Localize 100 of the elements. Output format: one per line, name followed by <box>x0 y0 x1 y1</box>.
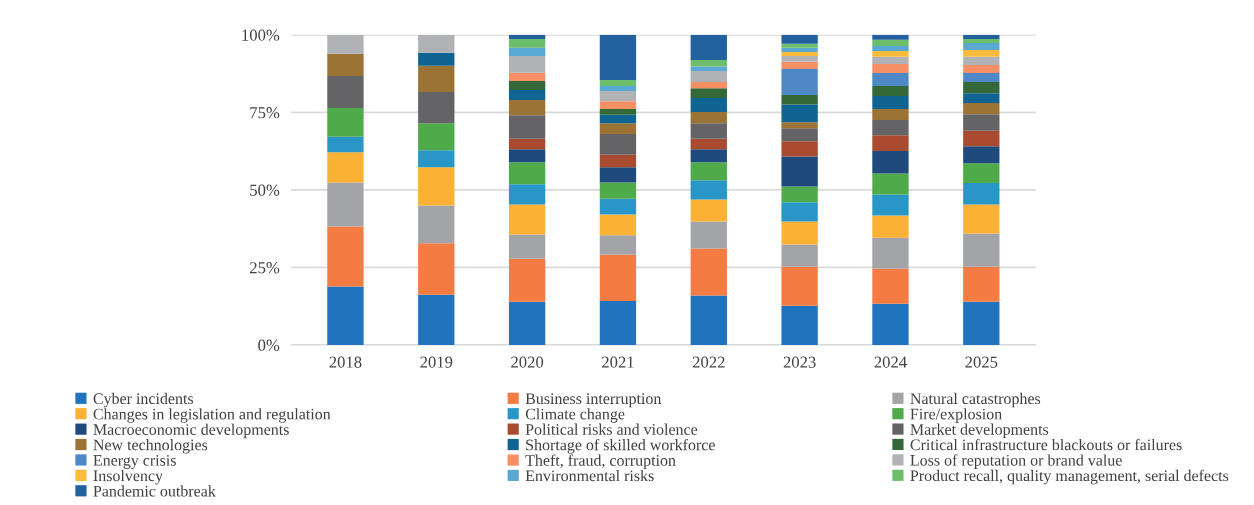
bar <box>781 43 818 48</box>
bar <box>508 90 546 100</box>
bar <box>963 266 1000 302</box>
legend-label: Theft, fraud, corruption <box>525 454 676 470</box>
bar <box>508 47 546 56</box>
bar <box>963 50 1000 57</box>
bar <box>872 72 909 87</box>
legend-label: Fire/explosion <box>910 408 1002 423</box>
bar <box>963 103 1000 115</box>
bar <box>508 34 546 39</box>
bar <box>690 98 727 113</box>
bar <box>872 56 909 64</box>
legend-label: Business interruption <box>525 393 662 408</box>
bar <box>599 182 637 199</box>
bar <box>418 150 455 168</box>
bar <box>418 123 455 151</box>
bar <box>872 303 909 345</box>
bar <box>781 221 818 245</box>
bar <box>508 38 546 48</box>
legend-label: Cyber incidents <box>93 392 194 408</box>
bar <box>508 99 546 116</box>
x-tick-label: 2023 <box>783 356 816 368</box>
bar <box>872 34 909 40</box>
bar <box>418 243 455 295</box>
bar <box>963 34 1000 39</box>
bar <box>599 101 637 109</box>
bar <box>963 183 1000 205</box>
bar <box>690 123 727 139</box>
bar <box>690 221 727 249</box>
bar <box>418 52 455 66</box>
bar <box>872 268 909 304</box>
bar <box>599 114 637 124</box>
x-tick-label: 2022 <box>692 356 725 368</box>
bar <box>599 134 637 155</box>
bar <box>963 64 1000 73</box>
y-tick-label: 0% <box>258 339 280 351</box>
bar <box>418 167 455 206</box>
bar <box>508 258 546 302</box>
bar <box>872 108 909 121</box>
y-tick-label: 25% <box>250 262 280 274</box>
bar <box>327 286 364 345</box>
bar <box>963 56 1000 65</box>
bar <box>963 93 1000 104</box>
bar <box>599 108 637 115</box>
bar <box>690 248 727 296</box>
bar <box>599 80 637 87</box>
legend-label: Shortage of skilled workforce <box>526 438 715 454</box>
legend-label: Loss of reputation or brand value <box>910 454 1122 469</box>
bar <box>781 122 818 129</box>
legend-label: Critical infrastructure blackouts or failures <box>910 438 1182 451</box>
bar <box>508 162 546 185</box>
bar <box>963 233 1000 267</box>
legend-label: Energy crisis <box>93 454 176 469</box>
bar <box>599 254 637 301</box>
x-tick-label: 2021 <box>602 356 634 368</box>
bar <box>690 295 727 345</box>
bar <box>781 141 818 157</box>
bar <box>872 194 909 216</box>
bar <box>327 152 364 183</box>
y-tick-label: 75% <box>250 107 280 119</box>
bar <box>508 81 546 91</box>
bar <box>872 215 909 238</box>
legend-label: Natural catastrophes <box>910 392 1041 408</box>
bar <box>508 149 546 163</box>
bar <box>781 244 818 267</box>
bar <box>963 301 1000 345</box>
bar <box>508 204 546 235</box>
bar <box>599 123 637 135</box>
bar <box>599 300 637 345</box>
bar <box>599 154 637 168</box>
bar <box>508 301 546 345</box>
bar <box>327 108 364 137</box>
bar <box>508 234 546 259</box>
bar <box>508 184 546 205</box>
bar <box>872 63 909 73</box>
bar <box>781 95 818 105</box>
legend-label: Environmental risks <box>525 469 654 482</box>
bar <box>690 162 727 181</box>
bar <box>690 66 727 72</box>
bar <box>508 138 546 150</box>
bar <box>781 202 818 222</box>
bar <box>599 198 637 215</box>
bar <box>781 34 818 44</box>
bar <box>963 42 1000 51</box>
bar <box>963 146 1000 164</box>
bar <box>599 167 637 183</box>
bar <box>690 138 727 150</box>
x-tick-label: 2018 <box>329 356 362 368</box>
bar <box>781 266 818 306</box>
bar <box>327 136 364 153</box>
bar <box>690 112 727 124</box>
bar <box>690 88 727 99</box>
legend-label: Climate change <box>525 408 625 423</box>
bar <box>963 114 1000 131</box>
bar <box>872 151 909 174</box>
bar <box>872 50 909 57</box>
bar <box>781 156 818 187</box>
bar <box>599 235 637 255</box>
bar <box>327 182 364 227</box>
bar <box>599 34 637 81</box>
